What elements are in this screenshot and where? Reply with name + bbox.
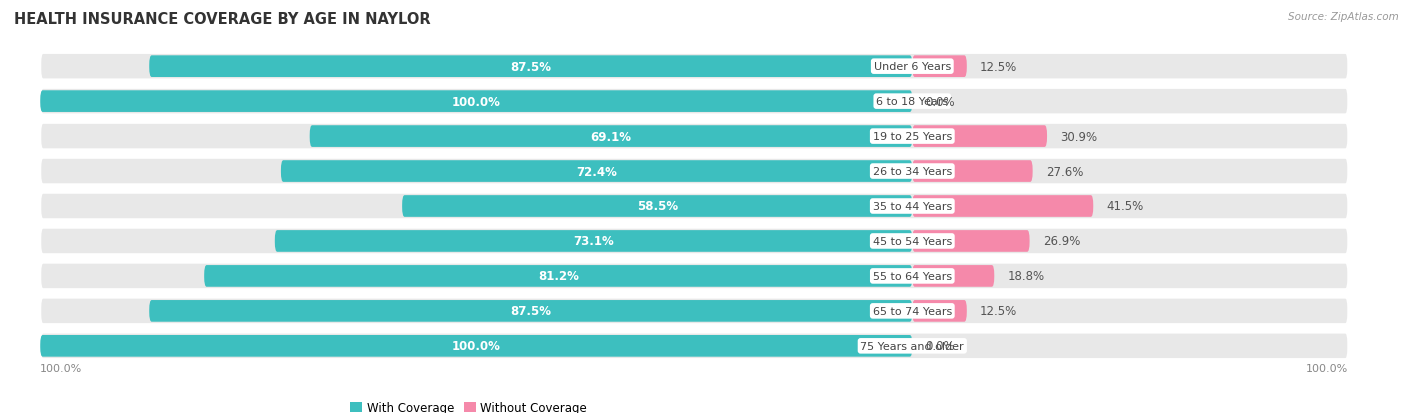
FancyBboxPatch shape: [41, 123, 1348, 150]
Text: 27.6%: 27.6%: [1046, 165, 1083, 178]
FancyBboxPatch shape: [41, 54, 1348, 80]
Text: 81.2%: 81.2%: [538, 270, 579, 283]
FancyBboxPatch shape: [41, 158, 1348, 185]
FancyBboxPatch shape: [912, 56, 967, 78]
Text: 65 to 74 Years: 65 to 74 Years: [873, 306, 952, 316]
Text: 87.5%: 87.5%: [510, 61, 551, 74]
Text: 6 to 18 Years: 6 to 18 Years: [876, 97, 949, 107]
Text: 100.0%: 100.0%: [1306, 363, 1348, 373]
FancyBboxPatch shape: [41, 263, 1348, 290]
FancyBboxPatch shape: [402, 196, 912, 217]
Text: 72.4%: 72.4%: [576, 165, 617, 178]
Text: 12.5%: 12.5%: [980, 305, 1017, 318]
Text: 12.5%: 12.5%: [980, 61, 1017, 74]
Text: 100.0%: 100.0%: [41, 363, 83, 373]
Text: 41.5%: 41.5%: [1107, 200, 1143, 213]
Text: 73.1%: 73.1%: [574, 235, 614, 248]
Text: 69.1%: 69.1%: [591, 130, 631, 143]
FancyBboxPatch shape: [41, 89, 1348, 115]
FancyBboxPatch shape: [41, 193, 1348, 220]
Text: 100.0%: 100.0%: [451, 339, 501, 352]
Text: 18.8%: 18.8%: [1007, 270, 1045, 283]
Text: 0.0%: 0.0%: [925, 339, 955, 352]
FancyBboxPatch shape: [149, 56, 912, 78]
Text: 45 to 54 Years: 45 to 54 Years: [873, 236, 952, 247]
Text: 58.5%: 58.5%: [637, 200, 678, 213]
FancyBboxPatch shape: [41, 91, 912, 113]
FancyBboxPatch shape: [204, 266, 912, 287]
FancyBboxPatch shape: [281, 161, 912, 183]
Text: 26 to 34 Years: 26 to 34 Years: [873, 166, 952, 177]
FancyBboxPatch shape: [912, 161, 1032, 183]
FancyBboxPatch shape: [41, 335, 912, 357]
FancyBboxPatch shape: [309, 126, 912, 147]
Text: 100.0%: 100.0%: [451, 95, 501, 108]
FancyBboxPatch shape: [274, 230, 912, 252]
FancyBboxPatch shape: [912, 230, 1029, 252]
Text: 0.0%: 0.0%: [925, 95, 955, 108]
Text: Source: ZipAtlas.com: Source: ZipAtlas.com: [1288, 12, 1399, 22]
Text: Under 6 Years: Under 6 Years: [873, 62, 950, 72]
FancyBboxPatch shape: [149, 300, 912, 322]
Text: 35 to 44 Years: 35 to 44 Years: [873, 202, 952, 211]
FancyBboxPatch shape: [912, 266, 994, 287]
Legend: With Coverage, Without Coverage: With Coverage, Without Coverage: [350, 401, 588, 413]
Text: HEALTH INSURANCE COVERAGE BY AGE IN NAYLOR: HEALTH INSURANCE COVERAGE BY AGE IN NAYL…: [14, 12, 430, 27]
Text: 30.9%: 30.9%: [1060, 130, 1097, 143]
Text: 26.9%: 26.9%: [1043, 235, 1080, 248]
Text: 75 Years and older: 75 Years and older: [860, 341, 965, 351]
FancyBboxPatch shape: [912, 300, 967, 322]
FancyBboxPatch shape: [41, 298, 1348, 324]
Text: 19 to 25 Years: 19 to 25 Years: [873, 132, 952, 142]
FancyBboxPatch shape: [41, 228, 1348, 255]
FancyBboxPatch shape: [41, 333, 1348, 359]
Text: 55 to 64 Years: 55 to 64 Years: [873, 271, 952, 281]
Text: 87.5%: 87.5%: [510, 305, 551, 318]
FancyBboxPatch shape: [912, 196, 1094, 217]
FancyBboxPatch shape: [912, 126, 1047, 147]
